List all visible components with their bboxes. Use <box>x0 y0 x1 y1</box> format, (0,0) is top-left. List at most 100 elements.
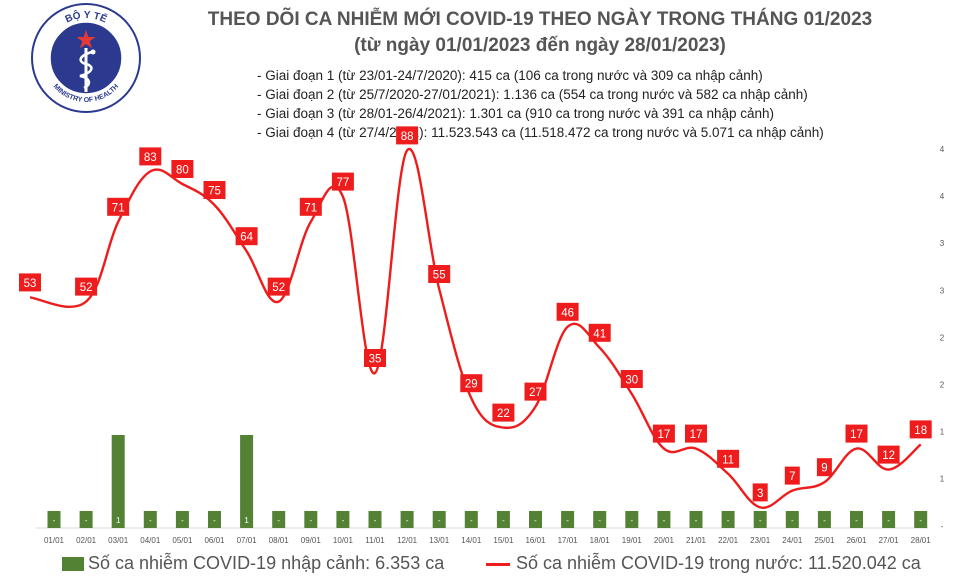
legend-line-entry: Số ca nhiễm COVID-19 trong nước: 11.520.… <box>486 553 921 574</box>
bar-value-label: - <box>213 516 216 525</box>
right-y-tick-label: 4 <box>940 192 945 201</box>
bar <box>593 511 607 528</box>
x-tick-label: 10/01 <box>333 536 354 545</box>
bar <box>785 511 799 528</box>
bar-value-label: - <box>470 516 473 525</box>
chart-title: THEO DÕI CA NHIỄM MỚI COVID-19 THEO NGÀY… <box>207 9 873 30</box>
line-value-label: 53 <box>24 278 37 290</box>
line-value-label: 46 <box>561 307 574 319</box>
legend-bar-swatch <box>62 557 84 572</box>
bar-value-label: - <box>181 516 184 525</box>
line-value-box <box>235 227 258 246</box>
line-value-label: 3 <box>757 488 763 500</box>
line-value-label: 27 <box>529 387 542 399</box>
bar-value-label: - <box>919 516 922 525</box>
x-tick-label: 06/01 <box>204 536 225 545</box>
x-tick-label: 23/01 <box>750 536 771 545</box>
line-value-label: 29 <box>465 379 478 391</box>
bar-value-label: - <box>791 516 794 525</box>
x-tick-label: 27/01 <box>879 536 900 545</box>
x-tick-label: 25/01 <box>814 536 835 545</box>
line-value-box <box>139 147 162 166</box>
x-tick-label: 07/01 <box>237 536 258 545</box>
line-value-box <box>396 126 419 145</box>
bar <box>689 511 703 528</box>
bar <box>47 511 61 528</box>
line-value-label: 17 <box>658 429 671 441</box>
x-tick-label: 28/01 <box>911 536 932 545</box>
bar <box>914 511 928 528</box>
bar <box>657 511 671 528</box>
x-tick-label: 18/01 <box>590 536 611 545</box>
right-y-tick-label: 2 <box>940 333 945 342</box>
x-tick-label: 19/01 <box>622 536 643 545</box>
x-tick-label: 26/01 <box>846 536 867 545</box>
bar-value-label: - <box>502 516 505 525</box>
line-value-box <box>460 374 483 393</box>
line-value-box <box>492 403 515 422</box>
phase-item: - Giai đoạn 3 (từ 28/01-26/4/2021): 1.30… <box>257 106 775 121</box>
right-y-tick-label: 1 <box>940 428 945 437</box>
svg-text:BỘ Y TẾ: BỘ Y TẾ <box>64 8 110 25</box>
line-value-box <box>524 382 547 401</box>
bar <box>368 511 382 528</box>
bar <box>432 511 446 528</box>
line-value-box <box>364 349 386 367</box>
line-value-label: 30 <box>625 375 638 387</box>
bar <box>272 511 286 528</box>
line-value-label: 77 <box>337 177 350 189</box>
line-value-box <box>267 277 290 296</box>
bar-value-label: - <box>277 516 280 525</box>
line-value-box <box>203 181 226 199</box>
x-tick-label: 12/01 <box>397 536 418 545</box>
line-value-box <box>588 323 611 342</box>
line-value-label: 55 <box>433 270 446 282</box>
line-value-label: 64 <box>240 232 253 244</box>
line-value-box <box>816 458 832 477</box>
bar <box>400 511 414 528</box>
line-path <box>29 147 922 509</box>
bar <box>882 511 896 528</box>
right-y-tick-label: 2 <box>940 381 945 390</box>
bar <box>111 435 125 528</box>
bar <box>304 511 318 528</box>
line-value-box <box>752 483 768 502</box>
line-value-label: 75 <box>208 186 221 198</box>
line-value-box <box>299 197 322 216</box>
x-tick-label: 24/01 <box>782 536 803 545</box>
right-y-tick-label: 3 <box>940 286 945 295</box>
right-y-tick-label: 1 <box>940 475 945 484</box>
right-y-tick-label: 4 <box>940 145 945 154</box>
line-value-label: 18 <box>914 425 927 437</box>
x-tick-label: 09/01 <box>301 536 322 545</box>
line-value-label: 41 <box>593 328 606 340</box>
line-value-label: 83 <box>144 152 157 164</box>
legend-line-label: Số ca nhiễm COVID-19 trong nước: 11.520.… <box>516 553 921 573</box>
line-value-box <box>877 445 900 464</box>
x-tick-label: 04/01 <box>140 536 161 545</box>
phase-item: - Giai đoạn 2 (từ 25/7/2020-27/01/2021):… <box>257 87 808 102</box>
bar-value-label: - <box>53 516 56 525</box>
line-value-label: 12 <box>882 450 895 462</box>
line-value-label: 52 <box>272 282 285 294</box>
line-value-label: 71 <box>112 202 125 214</box>
line-value-box <box>19 273 41 292</box>
x-tick-label: 22/01 <box>718 536 739 545</box>
bar-value-label: - <box>630 516 633 525</box>
bar <box>721 511 735 528</box>
line-value-box <box>909 420 932 439</box>
bar-value-label: - <box>598 516 601 525</box>
line-value-box <box>717 449 740 468</box>
bar <box>336 511 350 528</box>
ministry-of-health-logo: BỘ Y TẾ MINISTRY OF HEALTH <box>31 3 141 113</box>
bar-value-label: - <box>149 516 152 525</box>
x-tick-label: 15/01 <box>493 536 514 545</box>
line-value-label: 80 <box>176 165 189 177</box>
bar-value-label: - <box>695 516 698 525</box>
bar-value-label: - <box>663 516 666 525</box>
bar <box>529 511 542 528</box>
bar-value-label: - <box>823 516 826 525</box>
bar <box>850 511 863 528</box>
x-tick-label: 14/01 <box>461 536 482 545</box>
